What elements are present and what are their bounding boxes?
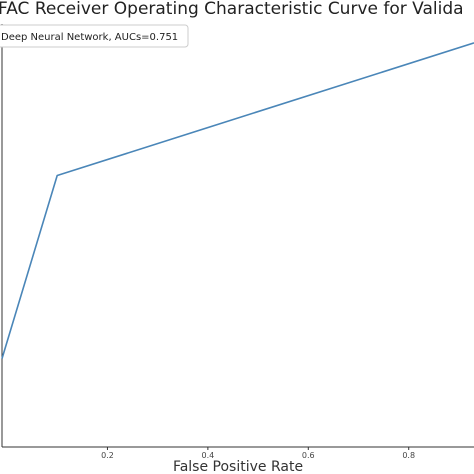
x-tick-label: 0.6 <box>302 451 315 460</box>
roc-series-line <box>1 42 474 359</box>
series-lines <box>1 42 474 359</box>
x-tick-label: 0.2 <box>101 451 114 460</box>
x-tick-label: 0.4 <box>202 451 215 460</box>
x-axis-label: False Positive Rate <box>173 459 303 474</box>
legend-box <box>0 24 189 48</box>
legend: Deep Neural Network, AUCs=0.751 <box>0 24 189 48</box>
x-tick-label: 0.8 <box>402 451 415 460</box>
legend-entry-label: Deep Neural Network, AUCs=0.751 <box>1 32 178 43</box>
axes <box>1 24 474 448</box>
chart-title: FAC Receiver Operating Characteristic Cu… <box>0 0 464 19</box>
x-ticks: 0.2 0.4 0.6 0.8 <box>101 447 415 460</box>
